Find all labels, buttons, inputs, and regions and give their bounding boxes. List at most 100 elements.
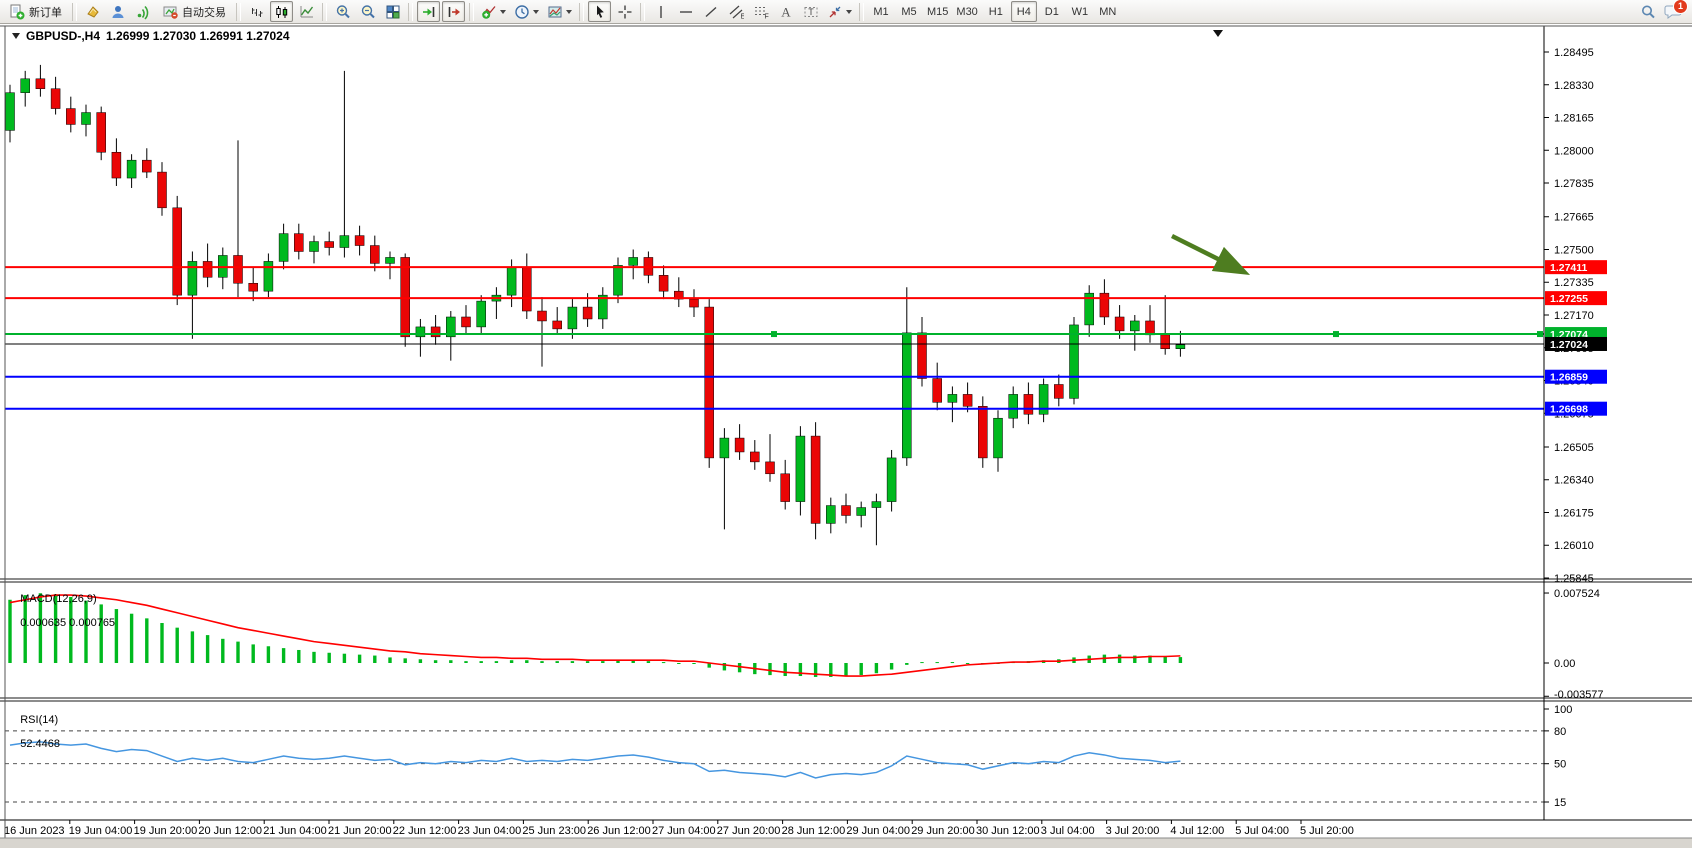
candle-body — [142, 159, 152, 173]
text-button[interactable]: A — [774, 1, 797, 22]
macd-histogram-bar — [783, 663, 787, 677]
candle-body — [20, 78, 30, 93]
zoom-out-button[interactable] — [356, 1, 379, 22]
tile-windows-button[interactable] — [381, 1, 404, 22]
candle-body — [810, 435, 821, 524]
line-chart-button[interactable] — [295, 1, 318, 22]
time-label: 21 Jun 04:00 — [263, 825, 327, 837]
candle-body — [446, 316, 456, 338]
arrow-objects-button[interactable] — [824, 1, 855, 22]
crosshair-icon — [618, 5, 631, 18]
arrow-annotation[interactable] — [1170, 233, 1251, 276]
fibonacci-button[interactable]: F — [749, 1, 772, 22]
cursor-button[interactable] — [588, 1, 611, 22]
candle-body — [856, 507, 866, 516]
signals-button[interactable] — [131, 1, 154, 22]
candle-body — [902, 332, 912, 459]
macd-histogram-bar — [281, 648, 286, 663]
toolbar-separator — [408, 2, 413, 21]
price-tick-label: 1.27170 — [1554, 310, 1594, 322]
price-tick-label: 1.28000 — [1554, 145, 1594, 157]
mql5-community-button[interactable] — [106, 1, 129, 22]
macd-histogram-bar — [570, 661, 575, 663]
candlestick-chart-button[interactable] — [270, 1, 293, 22]
rsi-axis-label: 50 — [1554, 759, 1566, 771]
zoom-in-icon — [336, 4, 350, 18]
macd-histogram-bar — [1148, 655, 1152, 663]
macd-histogram-bar — [798, 663, 803, 677]
auto-scroll-button[interactable] — [417, 1, 440, 22]
timeframe-w1-button[interactable]: W1 — [1067, 1, 1093, 22]
dropdown-caret-icon — [566, 9, 572, 14]
timeframe-h1-button[interactable]: H1 — [983, 1, 1009, 22]
price-tick-label: 1.26340 — [1554, 475, 1594, 487]
candle-body — [35, 78, 46, 89]
collapse-triangle-icon[interactable] — [12, 33, 20, 39]
timeframe-m1-button[interactable]: M1 — [868, 1, 894, 22]
periods-button[interactable] — [511, 1, 542, 22]
macd-histogram-bar — [935, 662, 939, 664]
indicators-button[interactable] — [478, 1, 509, 22]
price-tick-label: 1.28495 — [1554, 47, 1594, 59]
market-button[interactable] — [81, 1, 104, 22]
candle-body — [96, 112, 106, 153]
candle-body — [461, 316, 471, 328]
toolbar-separator — [640, 2, 645, 21]
time-label: 25 Jun 23:00 — [522, 825, 586, 837]
chat-button[interactable]: 1 — [1664, 0, 1688, 20]
macd-histogram-bar — [661, 662, 666, 664]
svg-text:F: F — [764, 13, 768, 20]
time-label: 28 Jun 12:00 — [782, 825, 846, 837]
new-order-button[interactable]: 新订单 — [3, 1, 68, 22]
macd-histogram-bar — [692, 663, 696, 664]
line-handle[interactable] — [771, 331, 777, 338]
macd-histogram-bar — [737, 663, 742, 673]
search-button[interactable] — [1636, 1, 1659, 22]
candle-body — [947, 394, 958, 403]
price-tag-label: 1.26859 — [1550, 372, 1588, 384]
chart-title-bar[interactable]: GBPUSD-,H4 1.26999 1.27030 1.26991 1.270… — [12, 29, 290, 43]
chart-shift-marker[interactable] — [1213, 30, 1223, 37]
timeframe-h4-button[interactable]: H4 — [1010, 1, 1037, 22]
horizontal-line-button[interactable] — [674, 1, 697, 22]
candle-body — [324, 241, 334, 248]
timeframe-mn-button[interactable]: MN — [1095, 1, 1121, 22]
time-label: 30 Jun 12:00 — [976, 825, 1040, 837]
text-label-button[interactable]: T — [799, 1, 822, 22]
symbol-period-label: GBPUSD-,H4 — [26, 29, 101, 43]
price-tag — [1545, 369, 1607, 384]
zoom-in-button[interactable] — [331, 1, 354, 22]
vertical-line-button[interactable] — [649, 1, 672, 22]
crosshair-button[interactable] — [613, 1, 636, 22]
rsi-line — [9, 741, 1181, 779]
autotrading-button[interactable]: 自动交易 — [156, 1, 232, 22]
rsi-value: 52.4468 — [20, 738, 60, 750]
mql5-community-icon — [112, 5, 123, 18]
horizontal-line-icon — [679, 10, 692, 13]
macd-histogram-bar — [585, 661, 590, 663]
chart-background[interactable] — [0, 24, 1692, 838]
macd-histogram-bar — [418, 659, 423, 663]
price-tags: 1.274111.272551.270741.270241.268591.266… — [1545, 260, 1607, 416]
timeframe-d1-button[interactable]: D1 — [1039, 1, 1065, 22]
equidistant-channel-button[interactable]: E — [724, 1, 747, 22]
timeframe-m30-button[interactable]: M30 — [953, 1, 980, 22]
line-handle[interactable] — [1333, 331, 1339, 338]
trendline-button[interactable] — [699, 1, 722, 22]
candle-body — [765, 461, 775, 475]
line-handle[interactable] — [1537, 331, 1543, 338]
signals-icon — [137, 5, 148, 20]
candle-body — [567, 306, 578, 330]
timeframe-m15-button[interactable]: M15 — [924, 1, 951, 22]
macd-histogram-bar — [920, 662, 924, 664]
templates-button[interactable] — [544, 1, 575, 22]
candle-body — [795, 435, 806, 502]
time-label: 5 Jul 20:00 — [1300, 825, 1354, 837]
timeframe-m5-button[interactable]: M5 — [896, 1, 922, 22]
chart-shift-button[interactable] — [442, 1, 465, 22]
bar-chart-button[interactable] — [245, 1, 268, 22]
candle-body — [370, 245, 380, 264]
main-toolbar: 新订单 自动交易 — [0, 0, 1692, 24]
macd-histogram-bar — [768, 663, 772, 676]
